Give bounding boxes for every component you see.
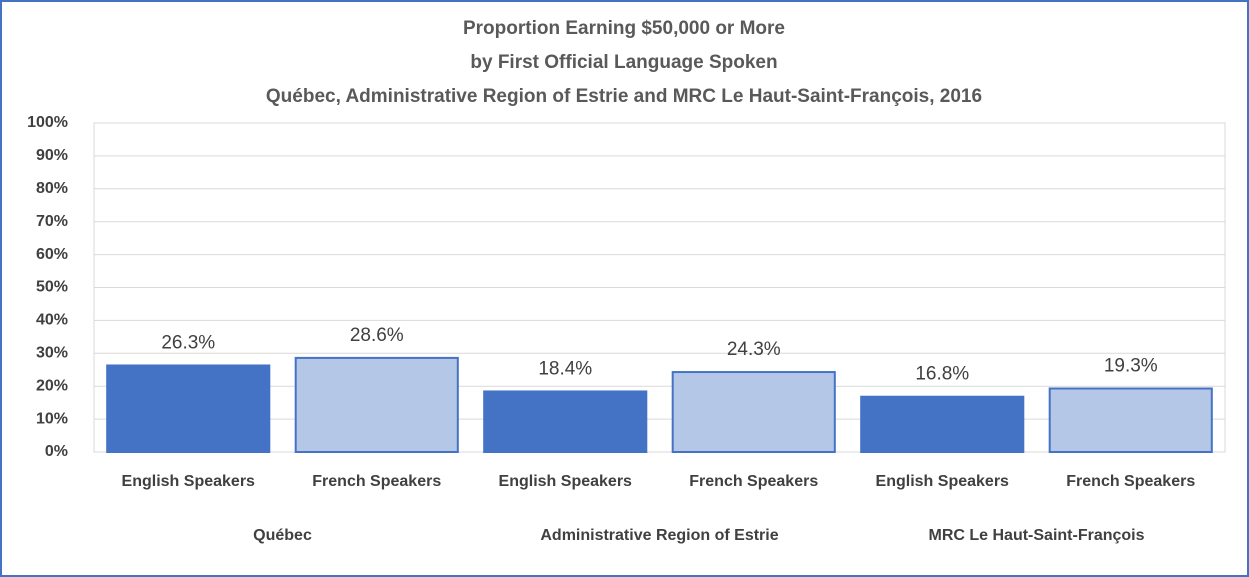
y-tick-label: 100%	[27, 114, 68, 131]
y-tick-label: 30%	[36, 345, 68, 362]
x-tick-label: English Speakers	[499, 473, 632, 490]
chart-title: by First Official Language Spoken	[470, 52, 777, 73]
bar	[483, 390, 648, 453]
y-tick-label: 80%	[36, 180, 68, 197]
bar	[294, 356, 459, 454]
x-tick-label: French Speakers	[689, 473, 818, 490]
group-label: Québec	[253, 527, 312, 544]
bar	[1048, 387, 1213, 453]
x-tick-label: English Speakers	[122, 473, 255, 490]
x-tick-label: French Speakers	[1066, 473, 1195, 490]
y-tick-label: 20%	[36, 377, 68, 394]
data-label: 26.3%	[161, 332, 215, 353]
y-tick-label: 90%	[36, 147, 68, 164]
chart-title: Québec, Administrative Region of Estrie …	[266, 86, 982, 107]
group-label: Administrative Region of Estrie	[540, 527, 778, 544]
data-label: 16.8%	[915, 364, 969, 385]
data-label: 19.3%	[1104, 356, 1158, 377]
data-label: 28.6%	[350, 325, 404, 346]
bar	[671, 371, 836, 454]
y-tick-label: 70%	[36, 213, 68, 230]
x-tick-label: English Speakers	[876, 473, 1009, 490]
x-tick-label: French Speakers	[312, 473, 441, 490]
y-tick-label: 50%	[36, 279, 68, 296]
data-label: 24.3%	[727, 339, 781, 360]
bar	[106, 364, 271, 453]
y-tick-label: 40%	[36, 312, 68, 329]
group-label: MRC Le Haut-Saint-François	[928, 527, 1144, 544]
y-tick-label: 0%	[45, 443, 68, 460]
bar	[860, 395, 1025, 453]
y-tick-label: 60%	[36, 246, 68, 263]
y-tick-label: 10%	[36, 410, 68, 427]
data-label: 18.4%	[538, 358, 592, 379]
chart-title: Proportion Earning $50,000 or More	[463, 18, 785, 39]
